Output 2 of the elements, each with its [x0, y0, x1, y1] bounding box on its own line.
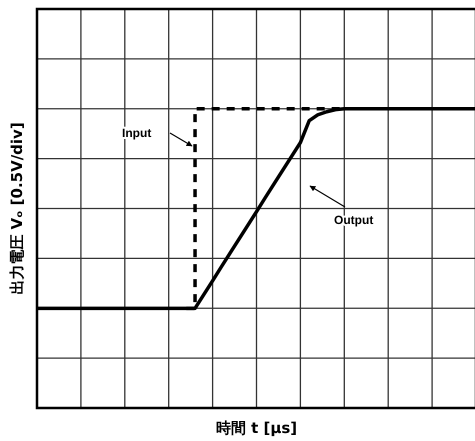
y-axis-title: 出力電圧 Vₒ [0.5V/div]: [8, 122, 26, 295]
x-axis-title: 時間 t [μs]: [216, 419, 298, 437]
